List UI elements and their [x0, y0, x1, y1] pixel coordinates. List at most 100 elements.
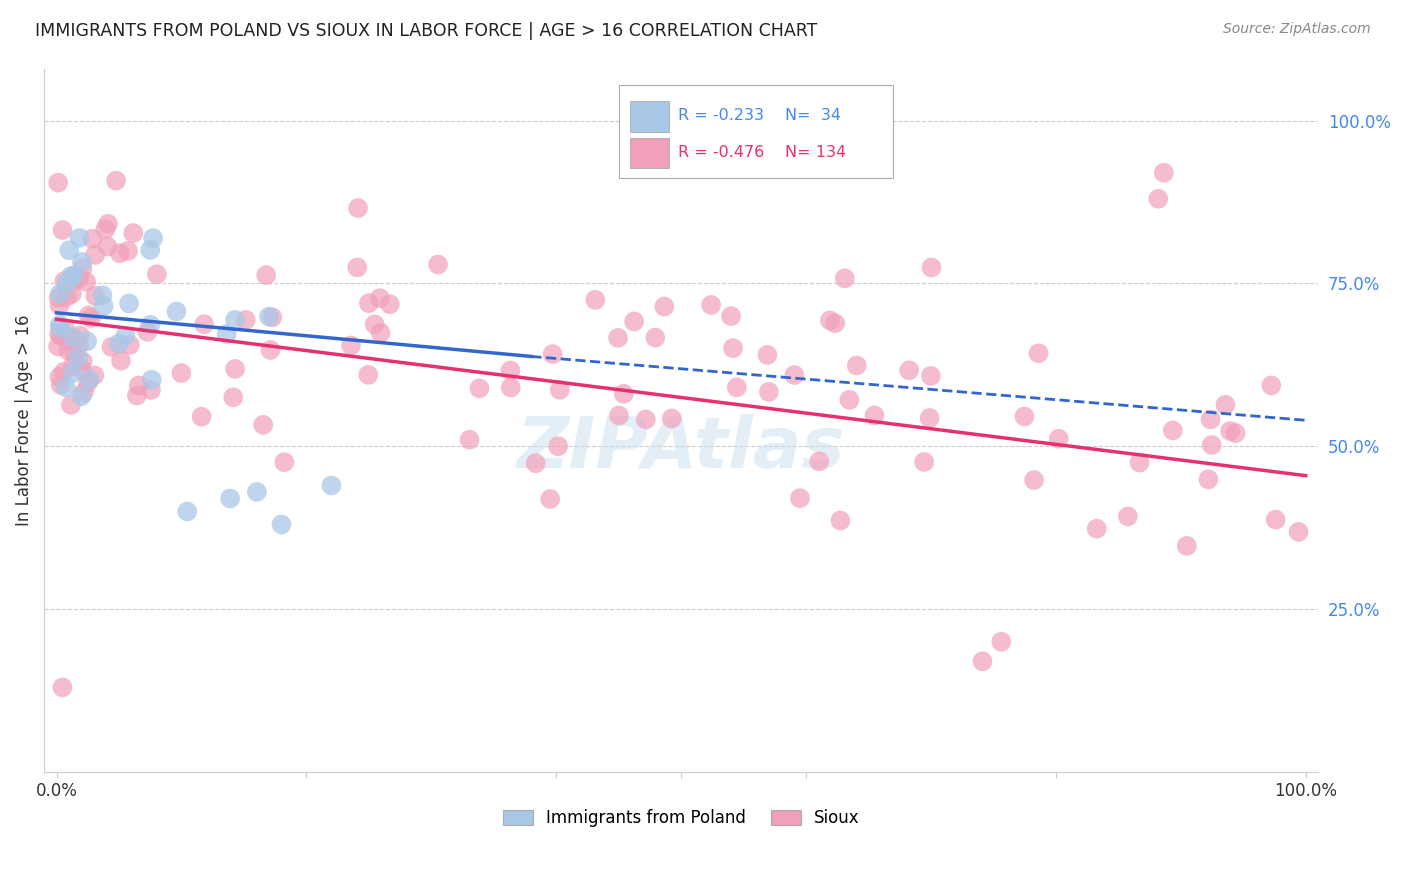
- Point: [49, 320, 72, 334]
- Point: [76, 376, 98, 390]
- Point: [368, 291, 391, 305]
- Point: [661, 411, 683, 425]
- Point: [108, 336, 131, 351]
- Point: [273, 455, 295, 469]
- Point: [548, 383, 571, 397]
- Point: [75, 275, 97, 289]
- Point: [824, 316, 846, 330]
- Point: [613, 386, 636, 401]
- Point: [72, 354, 94, 368]
- Point: [370, 326, 392, 340]
- Legend: Immigrants from Poland, Sioux: Immigrants from Poland, Sioux: [496, 803, 866, 834]
- Point: [652, 300, 675, 314]
- Point: [59, 268, 82, 283]
- Point: [357, 368, 380, 382]
- Point: [83, 368, 105, 383]
- Point: [48, 326, 70, 341]
- Point: [70, 362, 93, 376]
- Point: [863, 409, 886, 423]
- Point: [468, 381, 491, 395]
- Point: [1047, 432, 1070, 446]
- Point: [72, 261, 94, 276]
- Point: [1147, 192, 1170, 206]
- Point: [70, 389, 93, 403]
- Point: [48, 291, 70, 305]
- Point: [1215, 398, 1237, 412]
- Point: [1264, 513, 1286, 527]
- Point: [100, 340, 122, 354]
- Point: [139, 318, 162, 332]
- Point: [808, 454, 831, 468]
- Text: N= 134: N= 134: [785, 145, 845, 160]
- Point: [176, 504, 198, 518]
- Point: [141, 373, 163, 387]
- Point: [830, 514, 852, 528]
- Point: [69, 328, 91, 343]
- Point: [1199, 412, 1222, 426]
- Point: [1129, 456, 1152, 470]
- Point: [222, 390, 245, 404]
- Point: [246, 485, 269, 500]
- Point: [623, 314, 645, 328]
- Point: [721, 341, 744, 355]
- Point: [347, 201, 370, 215]
- Point: [110, 353, 132, 368]
- Point: [547, 439, 569, 453]
- Point: [1197, 472, 1219, 486]
- Point: [55, 277, 77, 291]
- Point: [818, 313, 841, 327]
- Point: [838, 392, 860, 407]
- Point: [142, 231, 165, 245]
- Point: [607, 331, 630, 345]
- Point: [105, 173, 128, 187]
- Point: [93, 299, 115, 313]
- Point: [67, 350, 90, 364]
- Point: [270, 517, 292, 532]
- Point: [259, 343, 281, 357]
- Point: [84, 289, 107, 303]
- Point: [49, 318, 72, 332]
- Point: [363, 318, 385, 332]
- Point: [53, 274, 76, 288]
- Point: [1201, 438, 1223, 452]
- Point: [725, 380, 748, 394]
- Point: [1085, 522, 1108, 536]
- Point: [458, 433, 481, 447]
- Point: [63, 333, 86, 347]
- Point: [49, 377, 72, 392]
- Point: [190, 409, 212, 424]
- Point: [122, 226, 145, 240]
- Point: [321, 478, 343, 492]
- Point: [82, 232, 104, 246]
- Point: [427, 258, 450, 272]
- Point: [1175, 539, 1198, 553]
- Point: [166, 304, 188, 318]
- Point: [108, 246, 131, 260]
- Point: [834, 271, 856, 285]
- Point: [990, 634, 1012, 648]
- Point: [193, 318, 215, 332]
- Point: [538, 491, 561, 506]
- Point: [55, 380, 77, 394]
- Point: [346, 260, 368, 275]
- Point: [63, 348, 86, 362]
- Point: [60, 286, 83, 301]
- Point: [920, 260, 942, 275]
- Point: [583, 293, 606, 307]
- Point: [58, 343, 80, 358]
- Point: [1260, 378, 1282, 392]
- Point: [79, 372, 101, 386]
- Point: [756, 348, 779, 362]
- Point: [219, 491, 242, 506]
- Point: [1116, 509, 1139, 524]
- Point: [139, 243, 162, 257]
- Point: [84, 248, 107, 262]
- Point: [541, 347, 564, 361]
- Point: [1153, 166, 1175, 180]
- Point: [720, 309, 742, 323]
- Text: N=  34: N= 34: [785, 108, 841, 123]
- Point: [634, 412, 657, 426]
- Point: [146, 267, 169, 281]
- Text: IMMIGRANTS FROM POLAND VS SIOUX IN LABOR FORCE | AGE > 16 CORRELATION CHART: IMMIGRANTS FROM POLAND VS SIOUX IN LABOR…: [35, 22, 817, 40]
- Point: [920, 368, 942, 383]
